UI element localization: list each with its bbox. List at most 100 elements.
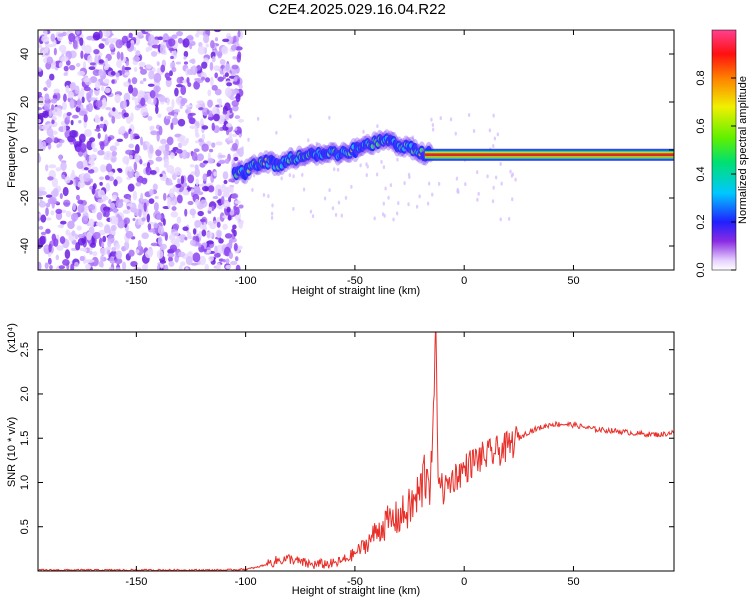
noise-dot xyxy=(125,149,133,155)
noise-dot xyxy=(83,75,89,79)
noise-dot xyxy=(184,191,190,196)
noise-dot xyxy=(48,164,57,169)
noise-dot xyxy=(57,108,63,118)
noise-dot xyxy=(251,187,254,192)
noise-dot xyxy=(139,66,144,70)
noise-dot xyxy=(213,30,221,33)
noise-dot xyxy=(58,62,63,69)
noise-dot xyxy=(116,59,122,68)
noise-dot xyxy=(222,38,230,43)
noise-dot xyxy=(189,208,196,216)
noise-dot xyxy=(142,112,149,116)
noise-dot xyxy=(89,178,94,184)
noise-dot xyxy=(332,167,336,172)
noise-dot xyxy=(196,121,200,129)
noise-dot xyxy=(124,240,130,251)
noise-dot xyxy=(174,166,182,176)
noise-dot xyxy=(64,249,71,260)
noise-dot xyxy=(107,240,112,248)
noise-dot xyxy=(62,31,67,37)
noise-dot xyxy=(162,218,166,226)
noise-dot xyxy=(109,202,116,209)
noise-dot xyxy=(500,181,503,186)
noise-dot xyxy=(292,206,295,211)
noise-dot xyxy=(139,159,143,165)
noise-dot xyxy=(223,179,228,185)
noise-dot xyxy=(206,231,213,239)
noise-dot xyxy=(38,125,44,130)
noise-dot xyxy=(49,196,57,204)
snr-y-tick-label: 2.0 xyxy=(19,386,31,401)
noise-dot xyxy=(233,156,239,162)
noise-dot xyxy=(145,63,152,69)
noise-dot xyxy=(146,213,150,223)
noise-dot xyxy=(144,250,153,259)
noise-dot xyxy=(135,31,144,37)
noise-dot xyxy=(180,140,188,146)
noise-dot xyxy=(57,224,64,228)
noise-dot xyxy=(418,194,421,199)
noise-dot xyxy=(86,140,94,151)
spectrogram-y-tick-label: -20 xyxy=(19,190,31,206)
noise-dot xyxy=(228,196,232,203)
noise-dot xyxy=(72,202,76,211)
noise-dot xyxy=(58,265,66,270)
noise-dot xyxy=(180,85,187,96)
noise-dot xyxy=(107,38,115,44)
noise-dot xyxy=(230,44,237,51)
noise-dot xyxy=(72,138,77,146)
noise-dot xyxy=(133,161,138,172)
noise-dot xyxy=(219,58,226,66)
noise-dot xyxy=(168,260,175,267)
noise-dot xyxy=(45,164,49,172)
noise-dot xyxy=(214,245,218,254)
noise-dot xyxy=(225,264,232,270)
noise-dot xyxy=(45,217,52,221)
noise-dot xyxy=(151,44,160,49)
noise-dot xyxy=(46,78,52,88)
noise-dot xyxy=(108,176,115,182)
noise-dot xyxy=(472,128,476,133)
noise-dot xyxy=(138,91,146,96)
noise-dot xyxy=(50,210,55,216)
noise-dot xyxy=(431,123,435,128)
noise-dot xyxy=(45,228,51,234)
noise-dot xyxy=(228,240,233,249)
noise-dot xyxy=(140,192,144,203)
noise-dot xyxy=(231,133,238,138)
noise-dot xyxy=(397,201,400,206)
noise-dot xyxy=(79,255,85,262)
noise-dot xyxy=(144,94,149,102)
noise-dot xyxy=(149,144,154,154)
noise-dot xyxy=(387,195,390,200)
noise-dot xyxy=(303,162,307,167)
noise-dot xyxy=(193,81,200,90)
noise-dot xyxy=(231,64,239,70)
colorbar-ticks: 0.0 0.2 0.4 0.6 0.8 xyxy=(695,70,736,278)
noise-dot xyxy=(80,142,87,153)
snr-y-multiplier: (x10⁴) xyxy=(6,323,18,353)
noise-dot xyxy=(168,256,173,263)
noise-dot xyxy=(108,199,112,205)
noise-dot xyxy=(216,221,221,228)
noise-dot xyxy=(125,230,134,239)
noise-dot xyxy=(182,38,190,48)
noise-dot xyxy=(51,104,55,111)
noise-dot xyxy=(229,96,236,101)
noise-dot xyxy=(103,64,109,71)
spectrogram-panel: -150 -100 -50 0 50 -40 -20 0 20 40 Height of str… xyxy=(6,29,675,297)
noise-dot xyxy=(226,35,234,45)
noise-dot xyxy=(231,193,239,199)
noise-dot xyxy=(170,170,175,176)
noise-dot xyxy=(125,116,132,124)
noise-dot xyxy=(133,267,142,270)
noise-dot xyxy=(189,125,197,129)
noise-dot xyxy=(454,131,457,136)
noise-dot xyxy=(83,114,88,123)
noise-dot xyxy=(187,231,192,239)
noise-dot xyxy=(105,106,112,111)
noise-dot xyxy=(51,177,58,188)
noise-dot xyxy=(80,87,85,98)
noise-dot xyxy=(209,61,214,71)
noise-dot xyxy=(153,72,162,83)
